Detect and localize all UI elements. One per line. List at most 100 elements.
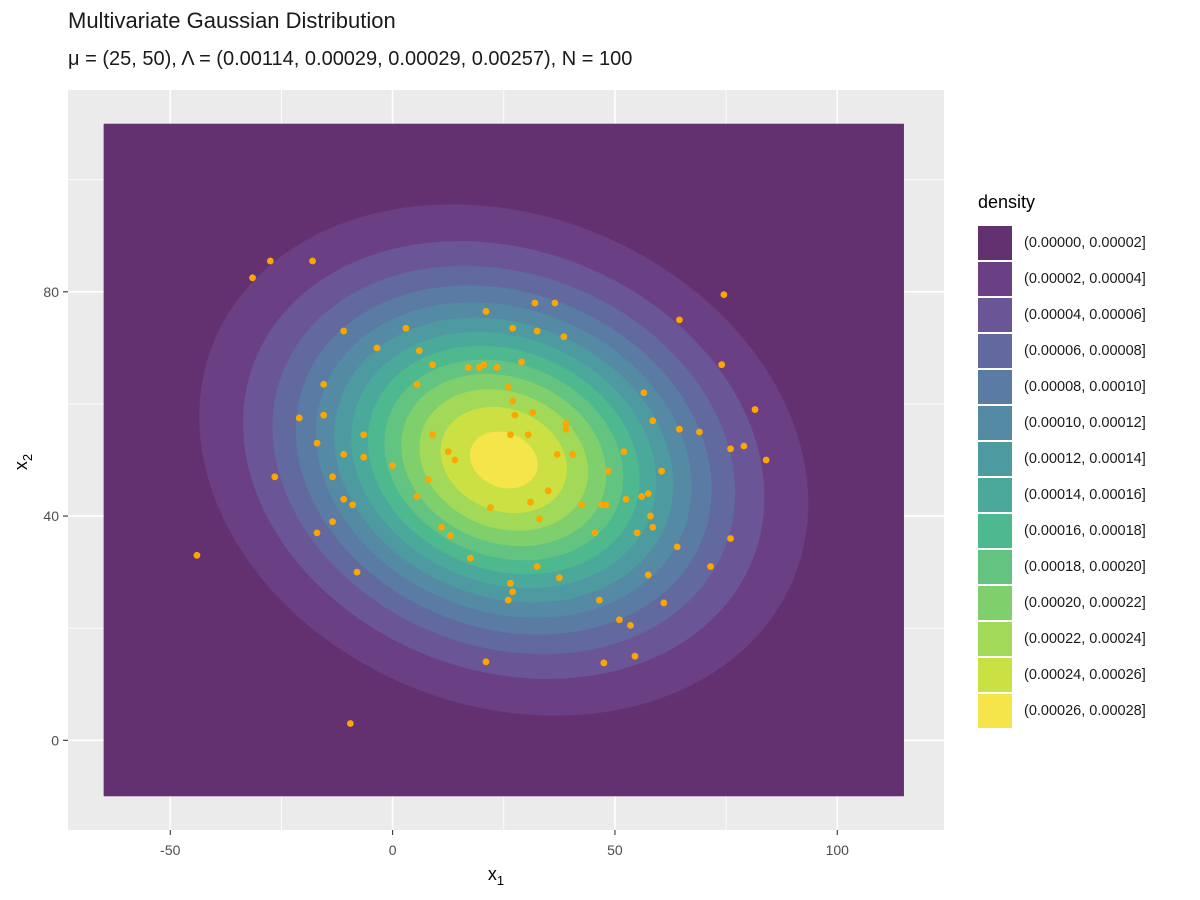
data-point: [482, 308, 490, 315]
data-point: [360, 431, 368, 439]
data-point: [622, 495, 630, 503]
legend-item: (0.00014, 0.00016]: [978, 477, 1146, 513]
legend-item: (0.00010, 0.00012]: [978, 405, 1146, 441]
data-point: [482, 658, 490, 666]
data-point: [727, 445, 734, 453]
legend-item: (0.00002, 0.00004]: [978, 261, 1146, 297]
legend-swatch: [978, 334, 1012, 368]
data-point: [429, 431, 437, 439]
data-point: [531, 299, 539, 307]
legend-item: (0.00022, 0.00024]: [978, 621, 1146, 657]
data-point: [402, 324, 410, 332]
data-point: [527, 498, 534, 506]
data-point: [507, 431, 514, 439]
legend-label: (0.00018, 0.00020]: [1024, 559, 1146, 575]
legend-items: (0.00000, 0.00002] (0.00002, 0.00004] (0.0…: [978, 225, 1146, 729]
data-point: [553, 450, 561, 458]
data-point: [676, 425, 683, 433]
data-point: [493, 364, 501, 371]
legend-label: (0.00022, 0.00024]: [1024, 631, 1146, 647]
data-point: [309, 257, 316, 265]
y-tick-label: 0: [51, 732, 59, 748]
data-point: [604, 467, 612, 475]
data-point: [533, 563, 541, 570]
legend-swatch: [978, 442, 1012, 476]
data-point: [249, 274, 256, 282]
data-point: [438, 523, 445, 531]
legend-swatch: [978, 586, 1012, 620]
data-point: [658, 467, 666, 475]
density-contours: [103, 123, 904, 797]
x-tick-label: -50: [160, 842, 180, 858]
data-point: [518, 358, 525, 366]
data-point: [504, 383, 512, 391]
legend-swatch: [978, 370, 1012, 404]
data-point: [647, 512, 654, 520]
data-point: [487, 504, 494, 512]
legend-item: (0.00008, 0.00010]: [978, 369, 1146, 405]
sample-points: [193, 257, 770, 727]
legend-label: (0.00026, 0.00028]: [1024, 703, 1146, 719]
data-point: [649, 523, 657, 531]
data-point: [727, 535, 734, 542]
data-point: [413, 493, 421, 500]
legend-item: (0.00024, 0.00026]: [978, 657, 1146, 693]
data-point: [507, 579, 514, 587]
data-point: [329, 518, 336, 526]
legend-label: (0.00020, 0.00022]: [1024, 595, 1146, 611]
data-point: [313, 529, 321, 537]
data-point: [631, 652, 639, 660]
data-point: [644, 571, 652, 579]
legend-item: (0.00020, 0.00022]: [978, 585, 1146, 621]
data-point: [271, 473, 279, 481]
legend-label: (0.00002, 0.00004]: [1024, 271, 1146, 287]
data-point: [509, 324, 517, 332]
data-point: [480, 361, 488, 369]
legend-label: (0.00010, 0.00012]: [1024, 415, 1146, 431]
data-point: [529, 408, 537, 416]
legend-label: (0.00024, 0.00026]: [1024, 667, 1146, 683]
data-point: [313, 439, 321, 447]
data-point: [562, 420, 570, 427]
legend-label: (0.00012, 0.00014]: [1024, 451, 1146, 467]
data-point: [633, 529, 641, 537]
y-tick-label: 40: [43, 508, 59, 524]
data-point: [509, 588, 517, 596]
data-point: [349, 501, 356, 509]
data-point: [511, 411, 519, 419]
data-point: [562, 425, 570, 433]
data-point: [740, 442, 748, 450]
data-point: [193, 551, 201, 559]
data-point: [595, 596, 603, 604]
data-point: [353, 568, 361, 576]
chart-title: Multivariate Gaussian Distribution: [68, 8, 396, 33]
legend-label: (0.00000, 0.00002]: [1024, 235, 1146, 251]
x-tick-label: 100: [826, 842, 850, 858]
y-tick-label: 80: [43, 284, 59, 300]
data-point: [320, 411, 328, 419]
data-point: [762, 456, 770, 464]
data-point: [620, 448, 628, 455]
y-axis-title: x2: [11, 454, 35, 470]
chart-plot: -50 0 50 100 0 40 80 x1 x2: [11, 90, 944, 888]
legend-swatch: [978, 262, 1012, 296]
data-point: [329, 473, 336, 481]
data-point: [544, 487, 552, 495]
data-point: [660, 599, 668, 607]
data-point: [673, 543, 681, 551]
legend-label: (0.00004, 0.00006]: [1024, 307, 1146, 323]
data-point: [373, 344, 381, 352]
legend-title: density: [978, 192, 1036, 212]
legend-label: (0.00016, 0.00018]: [1024, 523, 1146, 539]
data-point: [340, 327, 348, 335]
legend-item: (0.00006, 0.00008]: [978, 333, 1146, 369]
legend-item: (0.00018, 0.00020]: [978, 549, 1146, 585]
data-point: [696, 428, 703, 436]
data-point: [627, 621, 634, 629]
data-point: [718, 361, 726, 369]
data-point: [591, 529, 599, 537]
data-point: [504, 596, 512, 604]
data-point: [535, 515, 543, 523]
data-point: [560, 333, 568, 341]
legend-swatch: [978, 694, 1012, 728]
